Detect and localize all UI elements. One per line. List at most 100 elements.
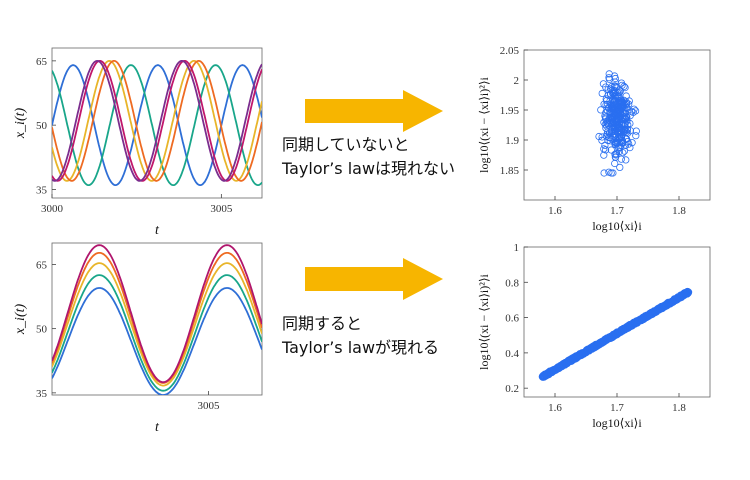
series-line bbox=[52, 60, 262, 182]
y-tick-label: 1.95 bbox=[500, 105, 520, 117]
x-tick-label: 1.7 bbox=[610, 205, 624, 217]
scatter-point bbox=[603, 119, 611, 127]
timeseries-synced-chart: 3005 35 50 65 t x_i(t) bbox=[13, 235, 270, 445]
scatter-point bbox=[612, 117, 620, 125]
scatter-point bbox=[626, 144, 634, 152]
series-line bbox=[52, 59, 262, 182]
scatter-point bbox=[605, 74, 613, 82]
x-tick-label: 1.7 bbox=[610, 402, 624, 414]
scatter-point bbox=[615, 148, 623, 156]
x-axis-label: t bbox=[155, 223, 160, 238]
x-tick-label: 3005 bbox=[197, 400, 220, 412]
scatter-point bbox=[624, 129, 632, 137]
x-axis-label: t bbox=[155, 420, 160, 435]
caption-line: Taylor’s lawが現れる bbox=[282, 338, 440, 357]
scatter-point bbox=[597, 106, 605, 114]
arrow-right-icon bbox=[305, 258, 445, 304]
scatter-point bbox=[610, 86, 618, 94]
series-line bbox=[52, 64, 262, 186]
scatter-point bbox=[619, 109, 627, 117]
scatter-point bbox=[603, 132, 611, 140]
scatter-point bbox=[615, 129, 623, 137]
scatter-point bbox=[602, 83, 610, 91]
arrow-right-shape bbox=[305, 258, 443, 300]
scatter-point bbox=[620, 147, 628, 155]
scatter-point bbox=[610, 116, 618, 124]
scatter-point bbox=[623, 128, 631, 136]
timeseries-unsynced-chart: 3000 3005 35 50 65 t x_i(t) bbox=[13, 40, 270, 250]
scatter-point bbox=[615, 116, 623, 124]
scatter-point bbox=[602, 115, 610, 123]
series-line bbox=[52, 244, 262, 383]
y-axis-label: log10⟨(xi − ⟨xi⟩i)²⟩i bbox=[477, 76, 491, 172]
y-axis-label: log10⟨(xi − ⟨xi⟩i)²⟩i bbox=[477, 273, 491, 369]
y-tick-label: 0.6 bbox=[505, 313, 519, 325]
caption-line: Taylor’s lawは現れない bbox=[282, 159, 456, 178]
caption-line: 同期すると bbox=[282, 314, 363, 333]
scatter-point bbox=[684, 288, 693, 297]
scatter-point bbox=[605, 133, 613, 142]
y-tick-label: 2.05 bbox=[500, 45, 520, 57]
scatter-point bbox=[611, 139, 620, 147]
scatter-point bbox=[624, 121, 632, 129]
series-line bbox=[52, 262, 262, 387]
scatter-synced-svg: 1.6 1.7 1.8 0.2 0.4 0.6 0.8 1 log10⟨xi⟩i log10⟨(x… bbox=[477, 242, 711, 430]
scatter-point bbox=[610, 125, 618, 133]
scatter-point bbox=[614, 135, 622, 143]
scatter-point bbox=[616, 163, 624, 171]
scatter-point bbox=[614, 89, 622, 97]
x-tick-label: 3005 bbox=[210, 203, 233, 215]
x-axis-label: log10⟨xi⟩i bbox=[592, 416, 642, 430]
scatter-synced-chart: 1.6 1.7 1.8 0.2 0.4 0.6 0.8 1 log10⟨xi⟩i log10⟨(x… bbox=[476, 235, 726, 445]
arrow-right-icon bbox=[305, 90, 445, 136]
y-tick-label: 2 bbox=[514, 75, 520, 87]
scatter-point bbox=[616, 99, 624, 107]
y-tick-label: 1.9 bbox=[505, 135, 519, 147]
scatter-point bbox=[602, 146, 610, 154]
scatter-point bbox=[622, 156, 630, 164]
scatter-point bbox=[607, 104, 615, 112]
x-tick-label: 1.8 bbox=[672, 205, 686, 217]
scatter-point bbox=[632, 107, 640, 115]
scatter-point bbox=[630, 105, 638, 113]
series-line bbox=[52, 274, 262, 392]
scatter-point bbox=[632, 132, 640, 140]
scatter-point bbox=[620, 106, 628, 114]
scatter-point bbox=[623, 116, 631, 124]
scatter-point bbox=[607, 169, 615, 177]
y-tick-label: 0.4 bbox=[505, 348, 519, 360]
plot-frame bbox=[51, 242, 263, 396]
scatter-point bbox=[620, 96, 628, 105]
scatter-point bbox=[628, 108, 636, 116]
y-tick-label: 35 bbox=[36, 184, 48, 196]
y-tick-label: 35 bbox=[36, 388, 48, 400]
y-tick-label: 65 bbox=[36, 259, 48, 271]
scatter-point bbox=[607, 109, 615, 117]
x-tick-label: 3000 bbox=[41, 203, 64, 215]
scatter-unsynced-chart: 1.6 1.7 1.8 1.85 1.9 1.95 2 2.05 log10⟨xi⟩i log10… bbox=[476, 38, 726, 248]
scatter-point bbox=[602, 95, 610, 103]
y-tick-label: 1.85 bbox=[500, 165, 520, 177]
scatter-point bbox=[598, 89, 606, 98]
series-line bbox=[52, 60, 262, 182]
scatter-point bbox=[621, 83, 629, 92]
arrow-right-shape bbox=[305, 90, 443, 132]
series-line bbox=[52, 287, 262, 395]
timeseries-unsynced-svg: 3000 3005 35 50 65 t x_i(t) bbox=[13, 47, 263, 238]
y-axis-label: x_i(t) bbox=[13, 304, 28, 336]
y-tick-label: 0.8 bbox=[505, 277, 519, 289]
y-tick-label: 1 bbox=[514, 242, 520, 254]
y-tick-label: 0.2 bbox=[505, 383, 519, 395]
x-tick-label: 1.8 bbox=[672, 402, 686, 414]
y-tick-label: 65 bbox=[36, 56, 48, 68]
scatter-point bbox=[611, 159, 619, 168]
scatter-point bbox=[611, 78, 619, 86]
scatter-point bbox=[611, 82, 619, 90]
y-axis-label: x_i(t) bbox=[13, 108, 28, 140]
y-tick-label: 50 bbox=[36, 324, 48, 336]
scatter-point bbox=[604, 121, 613, 129]
series-line bbox=[52, 252, 262, 384]
timeseries-synced-svg: 3005 35 50 65 t x_i(t) bbox=[13, 242, 263, 435]
x-axis-label: log10⟨xi⟩i bbox=[592, 219, 642, 233]
caption-line: 同期していないと bbox=[282, 135, 410, 154]
